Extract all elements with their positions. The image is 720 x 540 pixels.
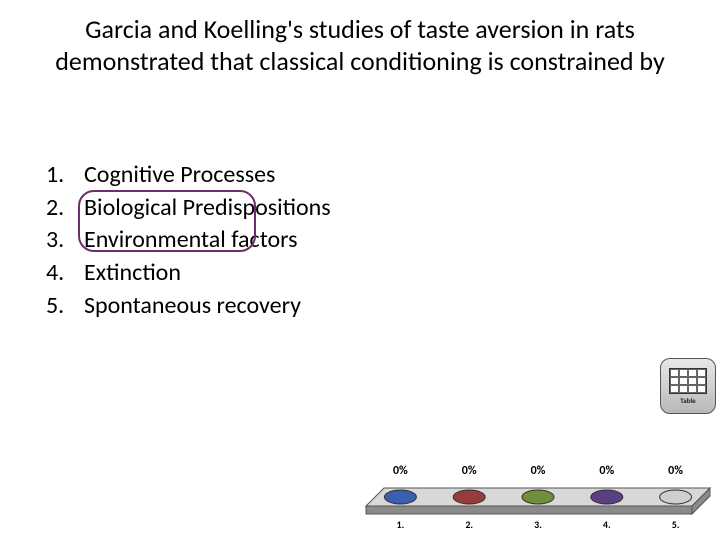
- svg-text:0%: 0%: [531, 464, 546, 478]
- svg-text:0%: 0%: [462, 464, 477, 478]
- table-button-label: Table: [680, 396, 695, 405]
- table-grid-icon: [669, 368, 707, 394]
- answer-option-1[interactable]: Cognitive Processes: [40, 160, 350, 191]
- svg-text:5.: 5.: [672, 518, 680, 531]
- answer-option-4[interactable]: Extinction: [40, 258, 350, 289]
- svg-text:4.: 4.: [603, 518, 611, 531]
- svg-text:0%: 0%: [668, 464, 683, 478]
- svg-text:3.: 3.: [534, 518, 542, 531]
- table-button[interactable]: Table: [660, 358, 716, 414]
- answer-option-3[interactable]: Environmental factors: [40, 225, 350, 256]
- svg-text:0%: 0%: [393, 464, 408, 478]
- svg-text:1.: 1.: [397, 518, 405, 531]
- answer-option-5[interactable]: Spontaneous recovery: [40, 291, 350, 322]
- response-chart: 0% 1. 0% 2. 0% 3. 0% 4. 0% 5.: [360, 444, 716, 534]
- question-text: Garcia and Koelling's studies of taste a…: [0, 0, 720, 77]
- svg-text:2.: 2.: [465, 518, 473, 531]
- answer-option-2[interactable]: Biological Predispositions: [40, 193, 350, 224]
- answer-list: Cognitive Processes Biological Predispos…: [40, 160, 350, 324]
- svg-text:0%: 0%: [599, 464, 614, 478]
